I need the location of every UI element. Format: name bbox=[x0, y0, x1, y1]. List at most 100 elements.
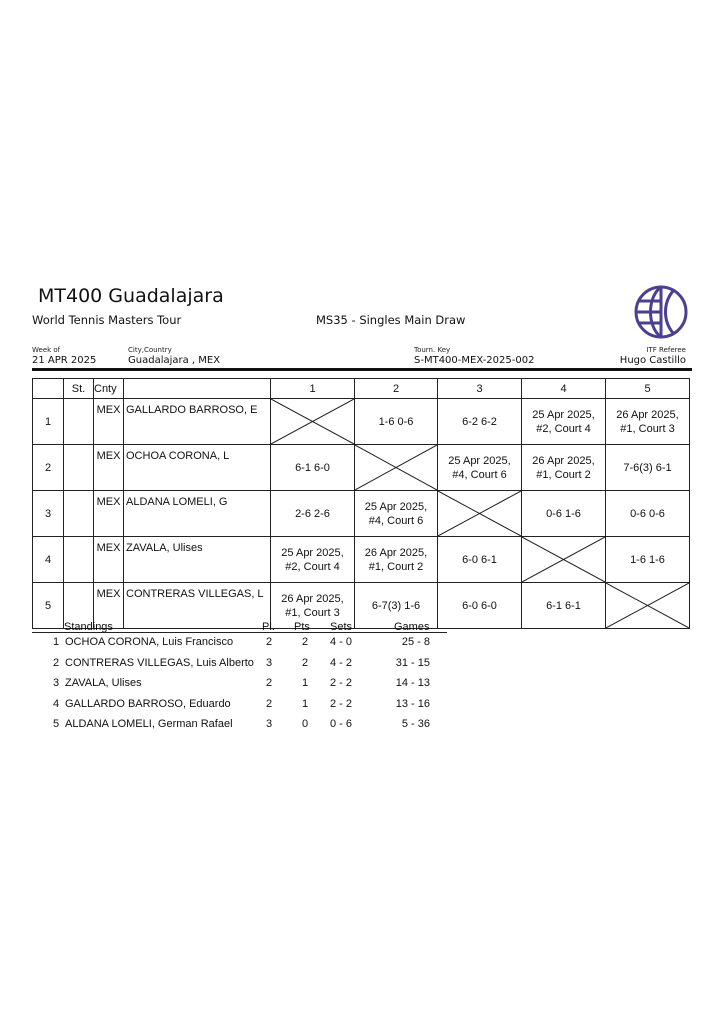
match-cell: 26 Apr 2025, #1, Court 2 bbox=[354, 536, 438, 583]
standing-name: CONTRERAS VILLEGAS, Luis Alberto bbox=[65, 656, 254, 669]
country: MEX bbox=[93, 398, 124, 445]
match-cell: 25 Apr 2025, #2, Court 4 bbox=[270, 536, 355, 583]
match-cell: 25 Apr 2025, #2, Court 4 bbox=[521, 398, 606, 445]
city-value: Guadalajara , MEX bbox=[128, 355, 221, 366]
city-label: City,Country bbox=[128, 346, 172, 354]
week-value: 21 APR 2025 bbox=[32, 355, 97, 366]
col-header-5: 5 bbox=[605, 378, 690, 399]
standings-pts-header: Pts bbox=[294, 621, 310, 633]
standings-games-header: Games bbox=[394, 621, 430, 633]
standings-title: Standings bbox=[64, 621, 113, 633]
standing-rank: 3 bbox=[53, 677, 60, 689]
match-cell: 25 Apr 2025, #4, Court 6 bbox=[354, 490, 438, 537]
standing-sets: 2 - 2 bbox=[330, 697, 353, 710]
cnty-header: Cnty bbox=[93, 378, 124, 399]
round-robin-table: St. Cnty 1 2 3 4 5 1 MEX GALLARDO BARROSO, E 1-6 0… bbox=[32, 378, 690, 629]
seed-status bbox=[63, 536, 94, 583]
col-header-3: 3 bbox=[437, 378, 522, 399]
seed-status bbox=[63, 398, 94, 445]
standings-pl-header: Pl. bbox=[262, 621, 275, 633]
match-cell: 0-6 1-6 bbox=[521, 490, 606, 537]
row-number: 5 bbox=[32, 582, 64, 629]
player-name: OCHOA CORONA, L bbox=[123, 444, 271, 491]
standing-name: ZAVALA, Ulises bbox=[65, 677, 142, 689]
referee-value: Hugo Castillo bbox=[619, 355, 686, 366]
table-row: 5 MEX CONTRERAS VILLEGAS, L 26 Apr 2025, #1… bbox=[32, 582, 690, 629]
match-cell: 6-1 6-1 bbox=[521, 582, 606, 629]
st-header: St. bbox=[63, 378, 94, 399]
self-match-cross bbox=[270, 398, 355, 445]
standing-sets: 0 - 6 bbox=[330, 718, 353, 730]
player-name: CONTRERAS VILLEGAS, L bbox=[123, 582, 271, 629]
self-match-cross bbox=[437, 490, 522, 537]
row-number: 4 bbox=[32, 536, 64, 583]
num-header bbox=[32, 378, 64, 399]
match-cell: 25 Apr 2025, #4, Court 6 bbox=[437, 444, 522, 491]
standing-played: 2 bbox=[266, 677, 273, 689]
standing-points: 2 bbox=[302, 656, 309, 669]
table-row: 1 MEX GALLARDO BARROSO, E 1-6 0-6 6-2 6-2 25 … bbox=[32, 398, 690, 445]
standing-sets: 4 - 0 bbox=[330, 636, 353, 648]
header-row: St. Cnty 1 2 3 4 5 bbox=[32, 378, 690, 399]
standing-games: 13 - 16 bbox=[395, 697, 430, 710]
self-match-cross bbox=[521, 536, 606, 583]
match-cell: 1-6 1-6 bbox=[605, 536, 690, 583]
match-cell: 0-6 0-6 bbox=[605, 490, 690, 537]
name-header bbox=[123, 378, 271, 399]
standings-divider bbox=[32, 632, 447, 633]
standing-points: 0 bbox=[302, 718, 309, 730]
standing-played: 2 bbox=[266, 697, 273, 710]
country: MEX bbox=[93, 444, 124, 491]
standing-sets: 2 - 2 bbox=[330, 677, 353, 689]
player-name: ALDANA LOMELI, G bbox=[123, 490, 271, 537]
match-cell: 6-0 6-0 bbox=[437, 582, 522, 629]
col-header-1: 1 bbox=[270, 378, 355, 399]
row-number: 2 bbox=[32, 444, 64, 491]
self-match-cross bbox=[605, 582, 690, 629]
draw-name: MS35 - Singles Main Draw bbox=[316, 313, 466, 327]
match-cell: 26 Apr 2025, #1, Court 3 bbox=[270, 582, 355, 629]
country: MEX bbox=[93, 490, 124, 537]
match-cell: 1-6 0-6 bbox=[354, 398, 438, 445]
player-name: ZAVALA, Ulises bbox=[123, 536, 271, 583]
standing-points: 2 bbox=[302, 636, 309, 648]
match-cell: 26 Apr 2025, #1, Court 3 bbox=[605, 398, 690, 445]
table-row: 2 MEX OCHOA CORONA, L 6-1 6-0 25 Apr 2025, #… bbox=[32, 444, 690, 491]
standing-rank: 1 bbox=[53, 636, 60, 648]
match-cell: 6-2 6-2 bbox=[437, 398, 522, 445]
key-label: Tourn. Key bbox=[414, 346, 451, 354]
standing-played: 2 bbox=[266, 636, 273, 648]
standing-games: 31 - 15 bbox=[395, 656, 430, 669]
row-number: 1 bbox=[32, 398, 64, 445]
referee-label: ITF Referee bbox=[646, 346, 686, 354]
self-match-cross bbox=[354, 444, 438, 491]
standing-games: 14 - 13 bbox=[395, 677, 430, 689]
table-row: 3 MEX ALDANA LOMELI, G 2-6 2-6 25 Apr 2025, … bbox=[32, 490, 690, 537]
globe-tennis-ball-logo bbox=[634, 285, 688, 339]
standing-name: OCHOA CORONA, Luis Francisco bbox=[65, 636, 234, 648]
match-cell: 6-1 6-0 bbox=[270, 444, 355, 491]
match-cell: 7-6(3) 6-1 bbox=[605, 444, 690, 491]
standing-played: 3 bbox=[266, 718, 273, 730]
match-cell: 2-6 2-6 bbox=[270, 490, 355, 537]
standing-name: GALLARDO BARROSO, Eduardo bbox=[65, 697, 231, 710]
seed-status bbox=[63, 490, 94, 537]
standing-sets: 4 - 2 bbox=[330, 656, 353, 669]
standings-sets-header: Sets bbox=[330, 621, 353, 633]
standing-played: 3 bbox=[266, 656, 273, 669]
row-number: 3 bbox=[32, 490, 64, 537]
standing-rank: 2 bbox=[53, 656, 60, 669]
standing-rank: 4 bbox=[53, 697, 60, 710]
country: MEX bbox=[93, 536, 124, 583]
standing-games: 25 - 8 bbox=[401, 636, 430, 648]
standing-rank: 5 bbox=[53, 718, 60, 730]
match-cell: 26 Apr 2025, #1, Court 2 bbox=[521, 444, 606, 491]
key-value: S-MT400-MEX-2025-002 bbox=[414, 355, 535, 366]
week-label: Week of bbox=[32, 346, 61, 354]
table-row: 4 MEX ZAVALA, Ulises 25 Apr 2025, #2, Court… bbox=[32, 536, 690, 583]
seed-status bbox=[63, 444, 94, 491]
match-cell: 6-7(3) 1-6 bbox=[354, 582, 438, 629]
header-divider bbox=[32, 368, 692, 371]
col-header-4: 4 bbox=[521, 378, 606, 399]
